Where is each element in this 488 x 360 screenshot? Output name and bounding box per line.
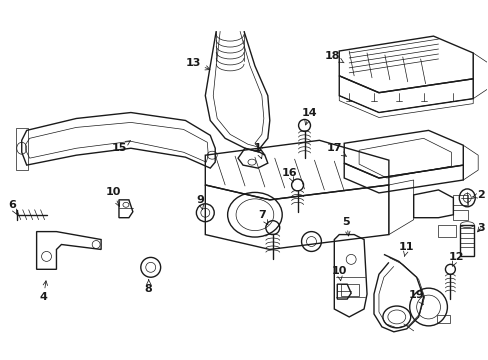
Bar xyxy=(459,225,473,256)
Text: 11: 11 xyxy=(398,243,414,257)
Text: 10: 10 xyxy=(331,266,346,281)
Bar xyxy=(16,129,28,170)
Bar xyxy=(438,225,455,237)
Text: 8: 8 xyxy=(144,280,152,294)
Text: 10: 10 xyxy=(105,187,121,206)
Text: 14: 14 xyxy=(301,108,317,125)
Text: 4: 4 xyxy=(40,281,47,302)
Text: 2: 2 xyxy=(472,190,484,200)
Text: 13: 13 xyxy=(185,58,209,70)
Bar xyxy=(452,210,468,220)
Text: 7: 7 xyxy=(258,210,267,225)
Text: 18: 18 xyxy=(324,51,344,63)
Text: 17: 17 xyxy=(326,143,346,156)
Text: 16: 16 xyxy=(281,168,297,182)
Text: 3: 3 xyxy=(476,222,484,233)
Text: 9: 9 xyxy=(196,195,204,209)
Text: 1: 1 xyxy=(253,143,262,159)
Text: 12: 12 xyxy=(447,252,463,266)
Bar xyxy=(436,315,449,323)
Text: 19: 19 xyxy=(408,290,424,305)
Bar xyxy=(452,195,468,205)
Bar xyxy=(341,284,358,296)
Text: 5: 5 xyxy=(342,217,349,236)
Text: 15: 15 xyxy=(111,140,130,153)
Text: 6: 6 xyxy=(8,200,17,214)
